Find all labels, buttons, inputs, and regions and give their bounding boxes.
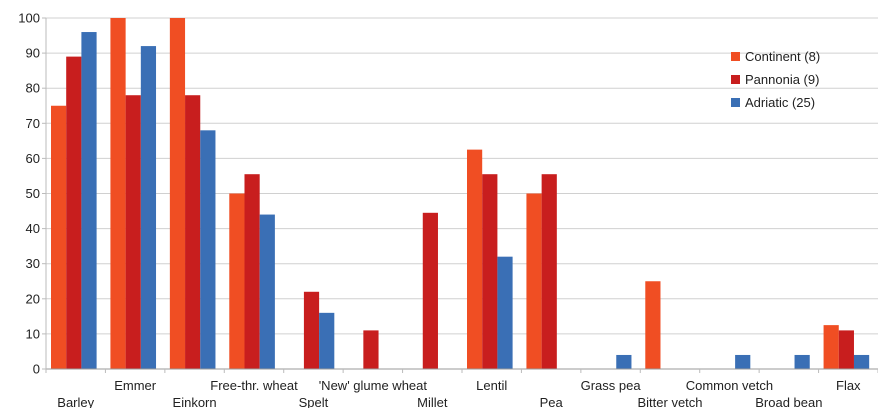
y-tick-label: 10 [26,326,40,341]
bar [838,330,854,369]
bar [467,149,483,369]
y-tick-label: 60 [26,151,40,166]
category-label: Free-thr. wheat [210,378,298,393]
category-label: Lentil [476,378,507,393]
bar [794,354,810,369]
x-axis [45,18,878,373]
bar [169,18,186,369]
legend-swatch [731,98,740,107]
bar [110,18,126,369]
bar [735,354,751,369]
y-tick-label: 20 [26,291,40,306]
bar [66,56,82,370]
bar [616,354,632,369]
y-tick-label: 80 [26,81,40,96]
legend-swatch [731,75,740,84]
category-label: Broad bean [755,395,822,408]
bar [497,256,513,369]
bar [853,354,870,369]
y-axis-ticks: 0 10 20 30 40 50 60 70 80 90 100 [18,11,46,377]
category-label: Barley [57,395,94,408]
y-tick-label: 30 [26,256,40,271]
category-label: Millet [417,395,448,408]
y-tick-label: 70 [26,116,40,131]
bar [244,174,260,369]
category-label: Einkorn [173,395,217,408]
bars [51,18,870,370]
bar [229,193,245,369]
bar [185,95,201,369]
bar [140,46,157,370]
y-tick-label: 40 [26,221,40,236]
legend-swatch [731,52,740,61]
y-tick-label: 100 [18,11,40,26]
bar [303,291,320,369]
bar [81,32,97,369]
y-tick-label: 50 [26,186,40,201]
bar [319,312,335,369]
legend-label: Pannonia (9) [745,72,819,87]
y-tick-label: 90 [26,46,40,61]
bar [645,281,661,369]
bar [200,130,216,369]
bar [51,105,67,369]
legend-label: Continent (8) [745,49,820,64]
bar [526,193,542,369]
category-label: 'New' glume wheat [319,378,428,393]
y-tick-label: 0 [33,362,40,377]
bar [125,95,141,369]
category-label: Flax [836,378,861,393]
category-label: Pea [540,395,564,408]
category-label: Grass pea [581,378,642,393]
legend-label: Adriatic (25) [745,95,815,110]
category-label: Common vetch [686,378,773,393]
bar [422,212,438,369]
bar [482,174,498,369]
category-label: Spelt [299,395,329,408]
legend: Continent (8) Pannonia (9) Adriatic (25) [731,49,820,110]
category-label: Bitter vetch [637,395,702,408]
bar [823,325,839,369]
bar [541,174,557,369]
bar [363,330,379,369]
bar [259,214,275,369]
category-label: Emmer [114,378,157,393]
